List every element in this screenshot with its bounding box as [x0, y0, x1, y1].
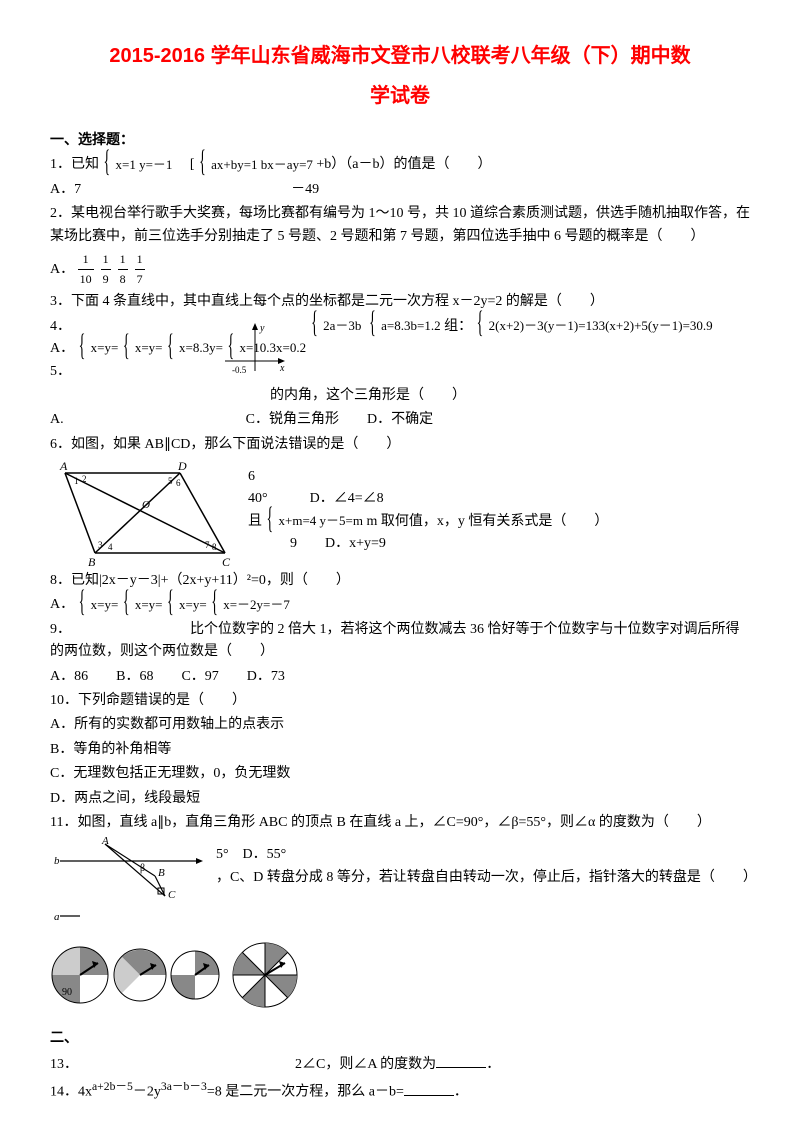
fill-blank-13	[436, 1053, 486, 1068]
svg-text:B: B	[88, 555, 96, 568]
svg-text:90: 90	[62, 987, 72, 998]
q1-suffix: +b）（a－b）的值是（ ）	[316, 157, 491, 172]
q6-q7-options: 6 40° D．∠4=∠8 且 x+m=4 y－5=m m 取何值，x，y 恒有…	[248, 458, 608, 568]
question-4-5-area: 4． A． x=y= x=y= x=8.3y= x=10.3x=0.2 5． 2…	[50, 316, 750, 383]
question-10: 10．下列命题错误的是（ ）	[50, 690, 750, 712]
question-9: 9． 比个位数字的 2 倍大 1，若将这个两位数减去 36 恰好等于个位数字与十…	[50, 619, 750, 664]
svg-text:8: 8	[212, 542, 217, 552]
svg-text:7: 7	[205, 540, 210, 550]
svg-text:2: 2	[82, 474, 87, 484]
svg-text:a: a	[54, 911, 60, 923]
svg-text:b: b	[54, 855, 60, 867]
q11-q12-text: 5° D．55° ，C、D 转盘分成 8 等分，若让转盘自由转动一次，停止后，指…	[216, 836, 750, 926]
q10-optC: C．无理数包括正无理数，0，负无理数	[50, 763, 750, 785]
q5-options: A. C．锐角三角形 D．不确定	[50, 409, 750, 431]
q2-options: A． 110 19 18 17	[50, 250, 750, 289]
parallelogram-figure: A D B C O 1 2 5 6 3 4 7 8	[50, 458, 240, 568]
svg-text:-0.5: -0.5	[232, 365, 247, 375]
q10-optB: B．等角的补角相等	[50, 739, 750, 761]
question-11: 11．如图，直线 a∥b，直角三角形 ABC 的顶点 B 在直线 a 上，∠C=…	[50, 812, 750, 834]
question-3: 3．下面 4 条直线中，其中直线上每个点的坐标都是二元一次方程 x－2y=2 的…	[50, 291, 750, 313]
svg-text:β: β	[140, 863, 145, 874]
q1-prefix: 1．已知	[50, 157, 99, 172]
q9-options: A．86 B．68 C．97 D．73	[50, 666, 750, 688]
question-8: 8．已知|2x－y－3|+（2x+y+11）²=0，则（ ）	[50, 570, 750, 592]
svg-text:D: D	[177, 459, 187, 473]
q5-suffix-line: 的内角，这个三角形是（ ）	[50, 385, 750, 407]
frac-4: 17	[135, 250, 145, 289]
svg-text:y: y	[259, 323, 265, 334]
svg-text:C: C	[222, 555, 231, 568]
section-2-header: 二、	[50, 1028, 750, 1050]
question-2: 2．某电视台举行歌手大奖赛，每场比赛都有编号为 1～10 号，共 10 道综合素…	[50, 203, 750, 248]
section-1-header: 一、选择题：	[50, 130, 750, 152]
svg-text:B: B	[158, 867, 165, 879]
frac-3: 18	[118, 250, 128, 289]
svg-text:5: 5	[168, 476, 173, 486]
q1-options: A．7 －49	[50, 179, 750, 201]
question-1: 1．已知 x=1 y=－1 [ ax+by=1 bx－ay=7 +b）（a－b）…	[50, 154, 750, 176]
q10-optA: A．所有的实数都可用数轴上的点表示	[50, 714, 750, 736]
spinner-figures: 90	[50, 930, 330, 1020]
triangle-parallel-figure: A B C b a β	[50, 836, 208, 926]
svg-text:1: 1	[74, 476, 79, 486]
coord-graph-icon: y x -0.5	[220, 321, 290, 381]
q1-system1: x=1 y=－1	[103, 155, 173, 176]
fill-blank-14	[404, 1081, 454, 1096]
svg-text:6: 6	[176, 478, 181, 488]
svg-text:A: A	[101, 836, 109, 847]
question-13: 13． 2∠C，则∠A 的度数为．	[50, 1053, 750, 1076]
svg-text:A: A	[59, 459, 68, 473]
q8-options: A． x=y= x=y= x=y= x=－2y=－7	[50, 594, 750, 616]
svg-text:x: x	[279, 363, 285, 374]
spinners-row: 90	[50, 930, 750, 1020]
q1-system2: ax+by=1 bx－ay=7	[198, 155, 313, 176]
frac-2: 19	[101, 250, 111, 289]
page-title-line2: 学试卷	[50, 80, 750, 112]
svg-text:C: C	[168, 889, 176, 901]
page-title-line1: 2015-2016 学年山东省威海市文登市八校联考八年级（下）期中数	[50, 40, 750, 72]
q1-mid: [	[176, 157, 195, 172]
q10-optD: D．两点之间，线段最短	[50, 788, 750, 810]
frac-1: 110	[78, 250, 94, 289]
question-6: 6．如图，如果 AB∥CD，那么下面说法错误的是（ ）	[50, 434, 750, 456]
svg-text:3: 3	[98, 540, 103, 550]
question-14: 14．4xa+2b－5－2y3a－b－3=8 是二元一次方程，那么 a－b=．	[50, 1078, 750, 1104]
svg-text:4: 4	[108, 542, 113, 552]
svg-text:O: O	[142, 499, 150, 511]
